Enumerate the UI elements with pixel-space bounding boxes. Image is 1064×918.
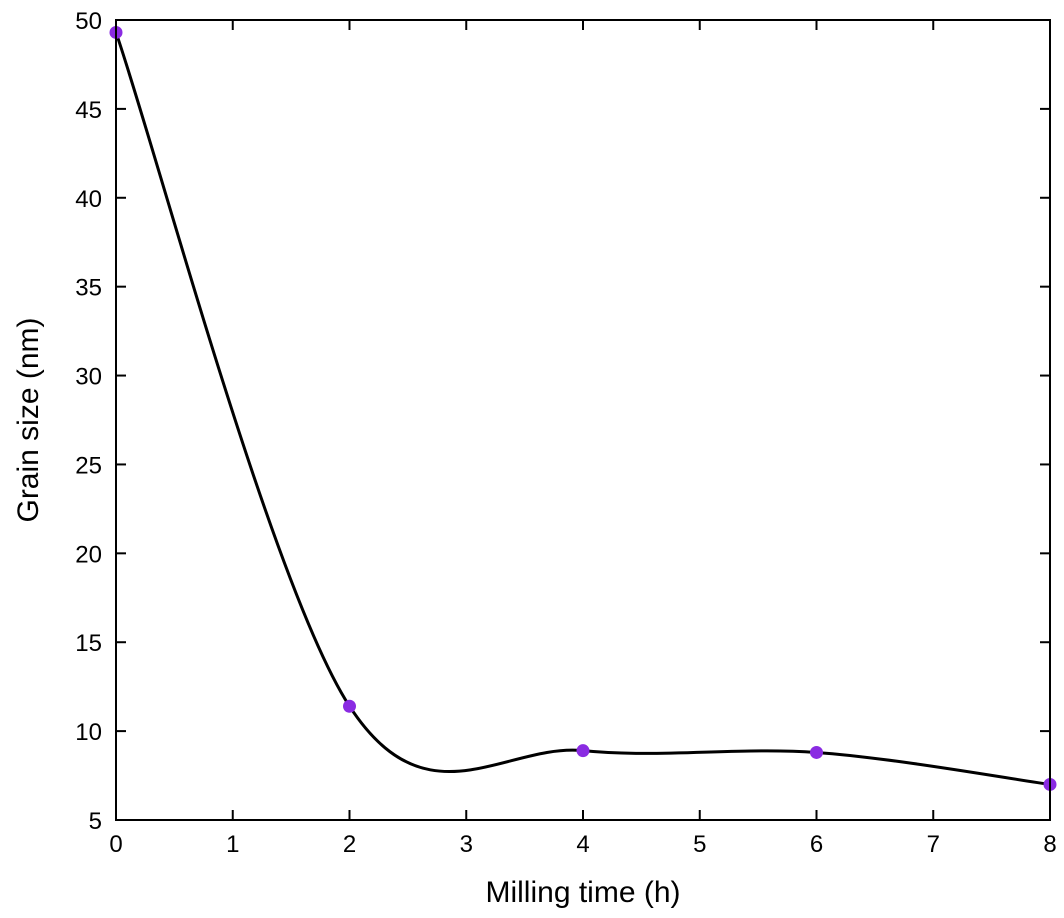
data-points bbox=[109, 25, 1057, 791]
x-tick-label: 4 bbox=[576, 831, 589, 858]
y-tick-label: 25 bbox=[75, 452, 102, 479]
data-point bbox=[343, 699, 356, 713]
x-tick-label: 8 bbox=[1043, 831, 1056, 858]
x-tick-label: 3 bbox=[460, 831, 473, 858]
y-tick-label: 15 bbox=[75, 630, 102, 657]
y-tick-label: 30 bbox=[75, 364, 102, 391]
y-tick-label: 20 bbox=[75, 541, 102, 568]
y-axis-title: Grain size (nm) bbox=[12, 317, 45, 522]
plot-frame bbox=[115, 19, 1051, 821]
x-tick-label: 7 bbox=[927, 831, 940, 858]
x-tick-label: 2 bbox=[343, 831, 356, 858]
x-tick-label: 5 bbox=[693, 831, 706, 858]
y-tick-label: 45 bbox=[75, 97, 102, 124]
x-tick-label: 1 bbox=[226, 831, 239, 858]
series-curve bbox=[114, 31, 1051, 786]
data-point bbox=[810, 745, 823, 759]
x-tick-label: 6 bbox=[810, 831, 823, 858]
y-tick-label: 50 bbox=[75, 8, 102, 35]
y-tick-label: 40 bbox=[75, 186, 102, 213]
x-axis-title: Milling time (h) bbox=[485, 876, 680, 909]
y-tick-label: 5 bbox=[89, 808, 102, 835]
x-tick-label: 0 bbox=[109, 831, 122, 858]
y-tick-label: 35 bbox=[75, 275, 102, 302]
y-tick-label: 10 bbox=[75, 719, 102, 746]
data-point bbox=[576, 744, 590, 758]
